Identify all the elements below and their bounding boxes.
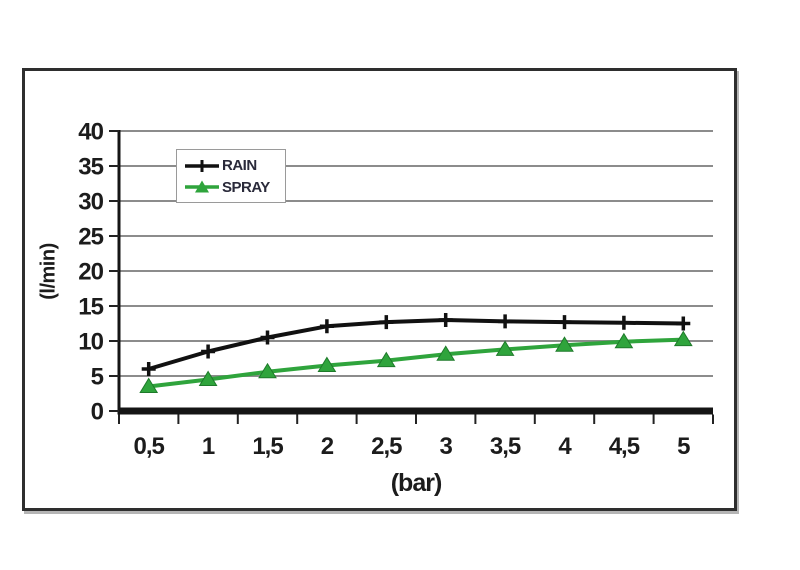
x-tick-label: 1,5 xyxy=(252,433,283,460)
x-tick-label: 2 xyxy=(321,433,334,460)
x-tick-label: 4 xyxy=(558,433,572,460)
x-tick-label: 3,5 xyxy=(490,433,521,460)
x-tick-label: 5 xyxy=(677,433,690,460)
marker-plus-rain xyxy=(319,319,334,334)
y-axis-title: (l/min) xyxy=(37,243,60,300)
series-line-rain xyxy=(148,318,684,371)
marker-plus-rain xyxy=(201,344,216,359)
y-tick-label: 30 xyxy=(78,189,103,216)
y-tick-label: 5 xyxy=(91,364,104,391)
legend-label: RAIN xyxy=(222,157,257,175)
legend-item-rain: RAIN xyxy=(185,156,279,176)
marker-triangle-spray xyxy=(139,377,159,393)
x-tick-label: 3 xyxy=(440,433,453,460)
series-line-spray xyxy=(148,337,684,389)
x-axis-title: (bar) xyxy=(390,469,443,497)
marker-triangle-spray xyxy=(258,362,277,379)
marker-plus-rain xyxy=(260,330,275,345)
marker-triangle-spray xyxy=(436,345,456,361)
marker-plus-rain xyxy=(616,315,631,330)
marker-plus-rain xyxy=(379,315,394,330)
y-tick-label: 15 xyxy=(78,294,103,321)
marker-triangle-spray xyxy=(555,336,574,352)
y-tick-label: 20 xyxy=(78,259,103,286)
marker-triangle-spray xyxy=(614,332,634,349)
marker-plus-rain xyxy=(141,362,156,376)
marker-triangle-spray xyxy=(376,351,396,368)
y-tick-label: 0 xyxy=(91,399,104,426)
marker-plus-rain xyxy=(557,315,572,330)
x-tick-label: 0,5 xyxy=(134,433,165,460)
marker-plus-rain xyxy=(438,313,453,327)
legend-item-spray: SPRAY xyxy=(185,177,279,197)
x-tick-label: 4,5 xyxy=(609,433,640,460)
chart-plot-area: 0 5 10 15 20 25 30 35 40 0,5 1 1,5 2 2,5 3 3,5 4 4,5 5 xyxy=(78,119,714,460)
x-tick-label: 2,5 xyxy=(371,433,402,460)
marker-triangle-spray xyxy=(198,370,218,386)
x-tick-label: 1 xyxy=(202,433,215,460)
marker-plus-rain xyxy=(676,316,691,331)
flow-rate-chart: 0 5 10 15 20 25 30 35 40 0,5 1 1,5 2 2,5 3 3,5 4 4,5 5 (l/… xyxy=(22,68,737,511)
y-tick-label: 25 xyxy=(78,224,103,251)
y-tick-label: 35 xyxy=(78,154,103,181)
rain-line-icon xyxy=(185,159,219,172)
legend-label: SPRAY xyxy=(222,178,270,196)
y-tick-label: 10 xyxy=(78,329,103,356)
marker-triangle-spray xyxy=(673,330,693,347)
marker-triangle-spray xyxy=(495,340,515,356)
chart-legend: RAIN SPRAY xyxy=(176,149,286,203)
y-tick-label: 40 xyxy=(78,119,103,146)
spray-triangle-icon xyxy=(185,180,219,193)
marker-triangle-spray xyxy=(317,356,337,372)
marker-plus-rain xyxy=(498,314,513,329)
